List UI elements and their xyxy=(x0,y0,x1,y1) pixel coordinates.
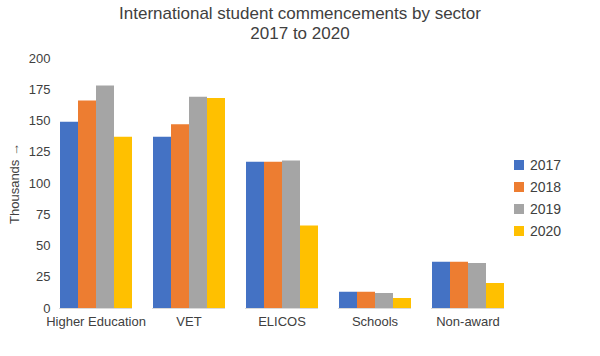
svg-text:Higher Education: Higher Education xyxy=(46,314,146,329)
svg-text:Schools: Schools xyxy=(352,314,399,329)
html-text:2017: 2017 xyxy=(530,157,562,173)
svg-text:200: 200 xyxy=(29,51,51,66)
svg-text:VET: VET xyxy=(176,314,201,329)
svg-text:25: 25 xyxy=(36,269,50,284)
svg-text:ELICOS: ELICOS xyxy=(258,314,306,329)
svg-text:175: 175 xyxy=(29,82,51,97)
html-text:International student commence: International student commencements by s… xyxy=(119,4,481,23)
svg-text:0: 0 xyxy=(43,301,50,316)
svg-text:Non-award: Non-award xyxy=(436,314,500,329)
svg-text:100: 100 xyxy=(29,176,51,191)
svg-text:75: 75 xyxy=(36,207,50,222)
svg-text:150: 150 xyxy=(29,113,51,128)
svg-text:125: 125 xyxy=(29,144,51,159)
html-text:2018: 2018 xyxy=(530,179,562,195)
svg-text:Thousands →: Thousands → xyxy=(7,143,22,224)
html-text:2017 to 2020: 2017 to 2020 xyxy=(250,24,350,43)
svg-text:50: 50 xyxy=(36,238,50,253)
html-text:2019: 2019 xyxy=(530,201,562,217)
html-text:2020: 2020 xyxy=(530,223,562,239)
